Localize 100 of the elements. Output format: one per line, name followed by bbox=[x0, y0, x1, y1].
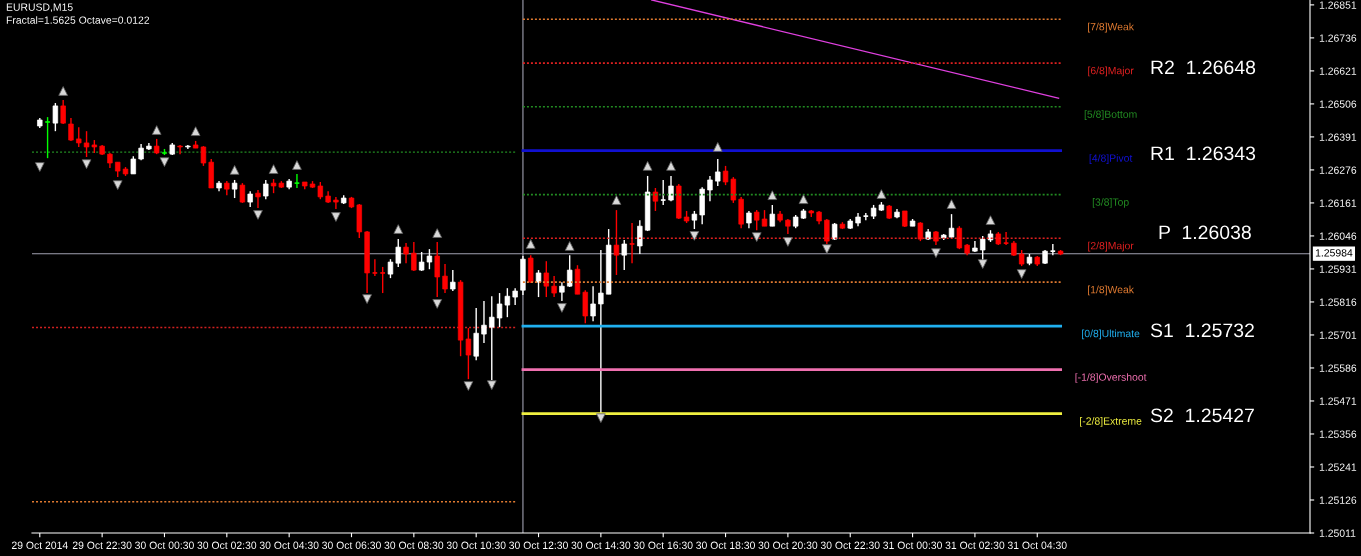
x-tick-label: 30 Oct 06:30 bbox=[322, 541, 381, 549]
candlestick bbox=[598, 249, 604, 414]
x-tick-label: 29 Oct 22:30 bbox=[72, 541, 132, 549]
candlestick bbox=[754, 209, 760, 231]
candlestick bbox=[44, 116, 51, 159]
x-tick-label: 30 Oct 22:30 bbox=[820, 541, 880, 549]
candlestick bbox=[434, 241, 440, 298]
candlestick bbox=[231, 179, 238, 199]
y-tick-label: 1.25241 bbox=[1319, 463, 1357, 471]
y-tick-label: 1.25471 bbox=[1319, 397, 1357, 405]
candlestick bbox=[621, 239, 627, 271]
text: [2/8]Major bbox=[1088, 241, 1134, 252]
candlestick bbox=[387, 258, 394, 279]
candlestick bbox=[862, 212, 869, 221]
x-tick-label: 30 Oct 20:30 bbox=[758, 541, 818, 549]
candlestick bbox=[76, 126, 82, 148]
candlestick bbox=[403, 242, 409, 264]
y-tick-label: 1.25356 bbox=[1319, 430, 1357, 438]
x-tick-label: 29 Oct 2014 bbox=[11, 541, 68, 549]
series-label: [-2/8]Extreme bbox=[1080, 417, 1142, 427]
ref-line-label: 1.25984 bbox=[1315, 249, 1353, 257]
candlestick bbox=[333, 196, 339, 210]
candlestick bbox=[582, 289, 588, 324]
y-tick-label: 1.25701 bbox=[1319, 331, 1357, 339]
series-label: [-1/8]Overshoot bbox=[1075, 373, 1147, 383]
x-tick-label: 31 Oct 00:30 bbox=[883, 541, 942, 549]
candlestick bbox=[1049, 243, 1057, 256]
y-tick-label: 1.26506 bbox=[1319, 100, 1357, 108]
candlestick bbox=[473, 307, 479, 361]
candlestick bbox=[60, 99, 66, 125]
annotation: R1 1.26343 bbox=[1151, 146, 1256, 161]
x-tick-label: 30 Oct 18:30 bbox=[696, 541, 755, 549]
text: [4/8]Pivot bbox=[1089, 154, 1133, 164]
chart-title: EURUSD,M15 bbox=[6, 3, 73, 13]
y-tick-label: 1.26046 bbox=[1319, 232, 1357, 240]
candlestick bbox=[637, 219, 643, 255]
candlestick bbox=[481, 300, 487, 344]
candlestick bbox=[239, 182, 246, 204]
candlestick bbox=[707, 175, 713, 202]
text: Fractal=1.5625 Octave=0.0122 bbox=[6, 16, 150, 24]
x-tick-label: 31 Oct 02:30 bbox=[945, 541, 1005, 549]
candlestick bbox=[535, 269, 542, 298]
y-tick-label: 1.26391 bbox=[1319, 133, 1357, 141]
x-tick-label: 30 Oct 00:30 bbox=[135, 541, 194, 549]
candlestick bbox=[293, 173, 301, 189]
candlestick bbox=[379, 266, 386, 294]
annotation: S1 1.25732 bbox=[1150, 323, 1254, 338]
candlestick bbox=[559, 281, 565, 302]
candlestick bbox=[715, 158, 721, 187]
x-tick-label: 31 Oct 04:30 bbox=[1007, 541, 1067, 549]
candlestick bbox=[371, 258, 379, 277]
y-tick-label: 1.25011 bbox=[1319, 529, 1356, 537]
candlestick bbox=[917, 221, 924, 242]
y-tick-label: 1.25586 bbox=[1319, 364, 1357, 372]
candlestick bbox=[543, 260, 549, 298]
candlestick bbox=[652, 187, 659, 212]
candlestick bbox=[255, 189, 261, 209]
candlestick bbox=[68, 117, 74, 142]
candlestick bbox=[450, 269, 456, 292]
x-tick-label: 30 Oct 14:30 bbox=[571, 541, 631, 549]
candlestick bbox=[551, 275, 557, 298]
candlestick bbox=[668, 175, 674, 202]
annotation: S2 1.25427 bbox=[1150, 408, 1254, 423]
y-tick-label: 1.25816 bbox=[1319, 298, 1357, 306]
candlestick bbox=[660, 179, 667, 206]
y-tick-label: 1.26851 bbox=[1319, 1, 1357, 9]
annotation: R2 1.26648 bbox=[1151, 60, 1256, 75]
candlestick bbox=[442, 263, 448, 294]
candlestick bbox=[395, 238, 401, 268]
x-tick-label: 30 Oct 02:30 bbox=[197, 541, 257, 549]
candlestick bbox=[691, 210, 698, 230]
x-tick-label: 30 Oct 10:30 bbox=[446, 541, 506, 549]
y-tick-label: 1.26276 bbox=[1319, 166, 1357, 174]
y-tick-label: 1.26621 bbox=[1319, 67, 1357, 75]
candlestick bbox=[628, 222, 636, 264]
text: [5/8]Bottom bbox=[1084, 110, 1137, 120]
candlestick bbox=[263, 179, 269, 200]
y-tick-label: 1.26736 bbox=[1319, 34, 1357, 42]
candlestick bbox=[177, 144, 183, 155]
y-tick-label: 1.25931 bbox=[1319, 265, 1357, 273]
candlestick bbox=[590, 285, 596, 322]
candlestick bbox=[769, 204, 775, 227]
text: [0/8]Ultimate bbox=[1082, 329, 1140, 340]
x-tick-label: 30 Oct 12:30 bbox=[509, 541, 568, 549]
x-tick-label: 30 Oct 04:30 bbox=[259, 541, 319, 549]
text: [7/8]Weak bbox=[1088, 22, 1135, 33]
candlestick bbox=[824, 218, 830, 245]
candlestick bbox=[489, 295, 495, 381]
annotation: P 1.26038 bbox=[1159, 225, 1251, 240]
y-tick-label: 1.26161 bbox=[1319, 199, 1357, 207]
candlestick bbox=[567, 254, 573, 288]
candlestick bbox=[613, 209, 620, 276]
text: [1/8]Weak bbox=[1088, 285, 1135, 296]
x-tick-label: 30 Oct 08:30 bbox=[384, 541, 444, 549]
text: [6/8]Major bbox=[1088, 66, 1134, 77]
y-tick-label: 1.25126 bbox=[1319, 496, 1357, 504]
x-tick-label: 30 Oct 16:30 bbox=[633, 541, 693, 549]
candlestick bbox=[1002, 231, 1010, 246]
candlestick bbox=[52, 102, 59, 132]
candlestick bbox=[411, 241, 417, 272]
